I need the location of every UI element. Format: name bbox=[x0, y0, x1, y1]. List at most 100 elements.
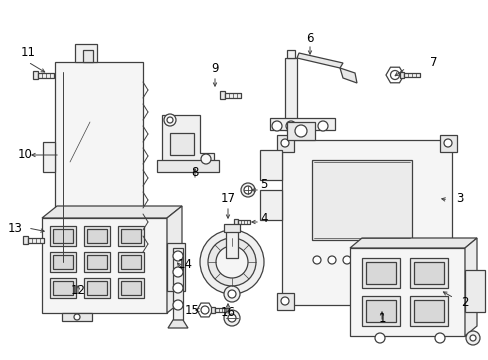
Bar bbox=[50, 252, 76, 272]
Bar bbox=[121, 281, 141, 295]
Bar bbox=[87, 255, 107, 269]
Bar bbox=[53, 229, 73, 243]
Polygon shape bbox=[349, 238, 476, 248]
Bar bbox=[413, 300, 443, 322]
Bar bbox=[439, 135, 456, 152]
Bar bbox=[121, 255, 141, 269]
Polygon shape bbox=[238, 220, 249, 224]
Polygon shape bbox=[168, 320, 187, 328]
Text: 10: 10 bbox=[18, 148, 33, 162]
Text: 6: 6 bbox=[305, 31, 313, 45]
Polygon shape bbox=[339, 68, 356, 83]
Circle shape bbox=[244, 186, 251, 194]
Circle shape bbox=[224, 286, 240, 302]
Bar bbox=[365, 262, 395, 284]
Circle shape bbox=[443, 139, 451, 147]
Bar bbox=[361, 296, 399, 326]
Polygon shape bbox=[464, 238, 476, 336]
Circle shape bbox=[216, 246, 247, 278]
Circle shape bbox=[271, 121, 282, 131]
Circle shape bbox=[357, 256, 365, 264]
Polygon shape bbox=[403, 73, 419, 77]
Bar bbox=[157, 160, 219, 172]
Circle shape bbox=[402, 256, 410, 264]
Text: 2: 2 bbox=[460, 296, 468, 309]
Circle shape bbox=[173, 300, 183, 310]
Bar bbox=[53, 281, 73, 295]
Circle shape bbox=[173, 267, 183, 277]
Circle shape bbox=[465, 331, 479, 345]
Text: 14: 14 bbox=[178, 258, 193, 271]
Bar bbox=[87, 229, 107, 243]
Circle shape bbox=[434, 333, 444, 343]
Bar bbox=[276, 293, 293, 310]
Bar bbox=[62, 313, 92, 321]
Polygon shape bbox=[296, 53, 342, 68]
Bar bbox=[349, 248, 464, 336]
Bar bbox=[50, 278, 76, 298]
Bar bbox=[260, 190, 282, 220]
Text: 13: 13 bbox=[8, 221, 23, 234]
Text: 11: 11 bbox=[20, 45, 36, 58]
Text: 12: 12 bbox=[70, 284, 85, 297]
Bar bbox=[167, 243, 184, 291]
Bar bbox=[269, 118, 334, 130]
Bar bbox=[121, 229, 141, 243]
Bar bbox=[87, 281, 107, 295]
Polygon shape bbox=[33, 71, 38, 79]
Bar bbox=[53, 255, 73, 269]
Polygon shape bbox=[197, 303, 213, 317]
Polygon shape bbox=[385, 67, 403, 83]
Bar bbox=[409, 296, 447, 326]
Bar bbox=[84, 252, 110, 272]
Bar bbox=[409, 258, 447, 288]
Text: 15: 15 bbox=[184, 303, 200, 316]
Polygon shape bbox=[28, 238, 44, 243]
Circle shape bbox=[163, 114, 176, 126]
Circle shape bbox=[417, 256, 425, 264]
Bar bbox=[173, 248, 183, 320]
Bar bbox=[365, 300, 395, 322]
Circle shape bbox=[469, 335, 475, 341]
Bar bbox=[84, 226, 110, 246]
Circle shape bbox=[201, 306, 208, 314]
Bar bbox=[286, 50, 294, 58]
Bar bbox=[43, 142, 55, 172]
Circle shape bbox=[167, 117, 173, 123]
Circle shape bbox=[327, 256, 335, 264]
Bar bbox=[285, 58, 296, 130]
Bar bbox=[50, 226, 76, 246]
Bar bbox=[276, 135, 293, 152]
Polygon shape bbox=[224, 93, 241, 98]
Text: 17: 17 bbox=[220, 192, 235, 204]
Circle shape bbox=[372, 256, 380, 264]
Text: 8: 8 bbox=[191, 166, 198, 179]
Circle shape bbox=[294, 125, 306, 137]
Text: 1: 1 bbox=[378, 311, 385, 324]
Bar bbox=[84, 278, 110, 298]
Polygon shape bbox=[162, 115, 214, 167]
Text: 9: 9 bbox=[211, 62, 218, 75]
Text: 4: 4 bbox=[260, 211, 267, 225]
Circle shape bbox=[207, 238, 256, 286]
Circle shape bbox=[227, 290, 236, 298]
Bar bbox=[439, 293, 456, 310]
Circle shape bbox=[285, 121, 295, 131]
Bar bbox=[282, 140, 451, 305]
Circle shape bbox=[74, 314, 80, 320]
Bar bbox=[83, 50, 93, 62]
Bar bbox=[55, 62, 142, 272]
Bar bbox=[225, 228, 238, 258]
Bar bbox=[311, 160, 411, 240]
Bar bbox=[286, 122, 314, 140]
Circle shape bbox=[443, 297, 451, 305]
Text: 5: 5 bbox=[260, 179, 267, 192]
Text: 3: 3 bbox=[455, 192, 463, 204]
Bar bbox=[361, 258, 399, 288]
Bar bbox=[42, 218, 167, 313]
Polygon shape bbox=[215, 308, 228, 312]
Bar bbox=[118, 252, 143, 272]
Polygon shape bbox=[210, 307, 215, 313]
Circle shape bbox=[317, 121, 327, 131]
Polygon shape bbox=[42, 206, 182, 218]
